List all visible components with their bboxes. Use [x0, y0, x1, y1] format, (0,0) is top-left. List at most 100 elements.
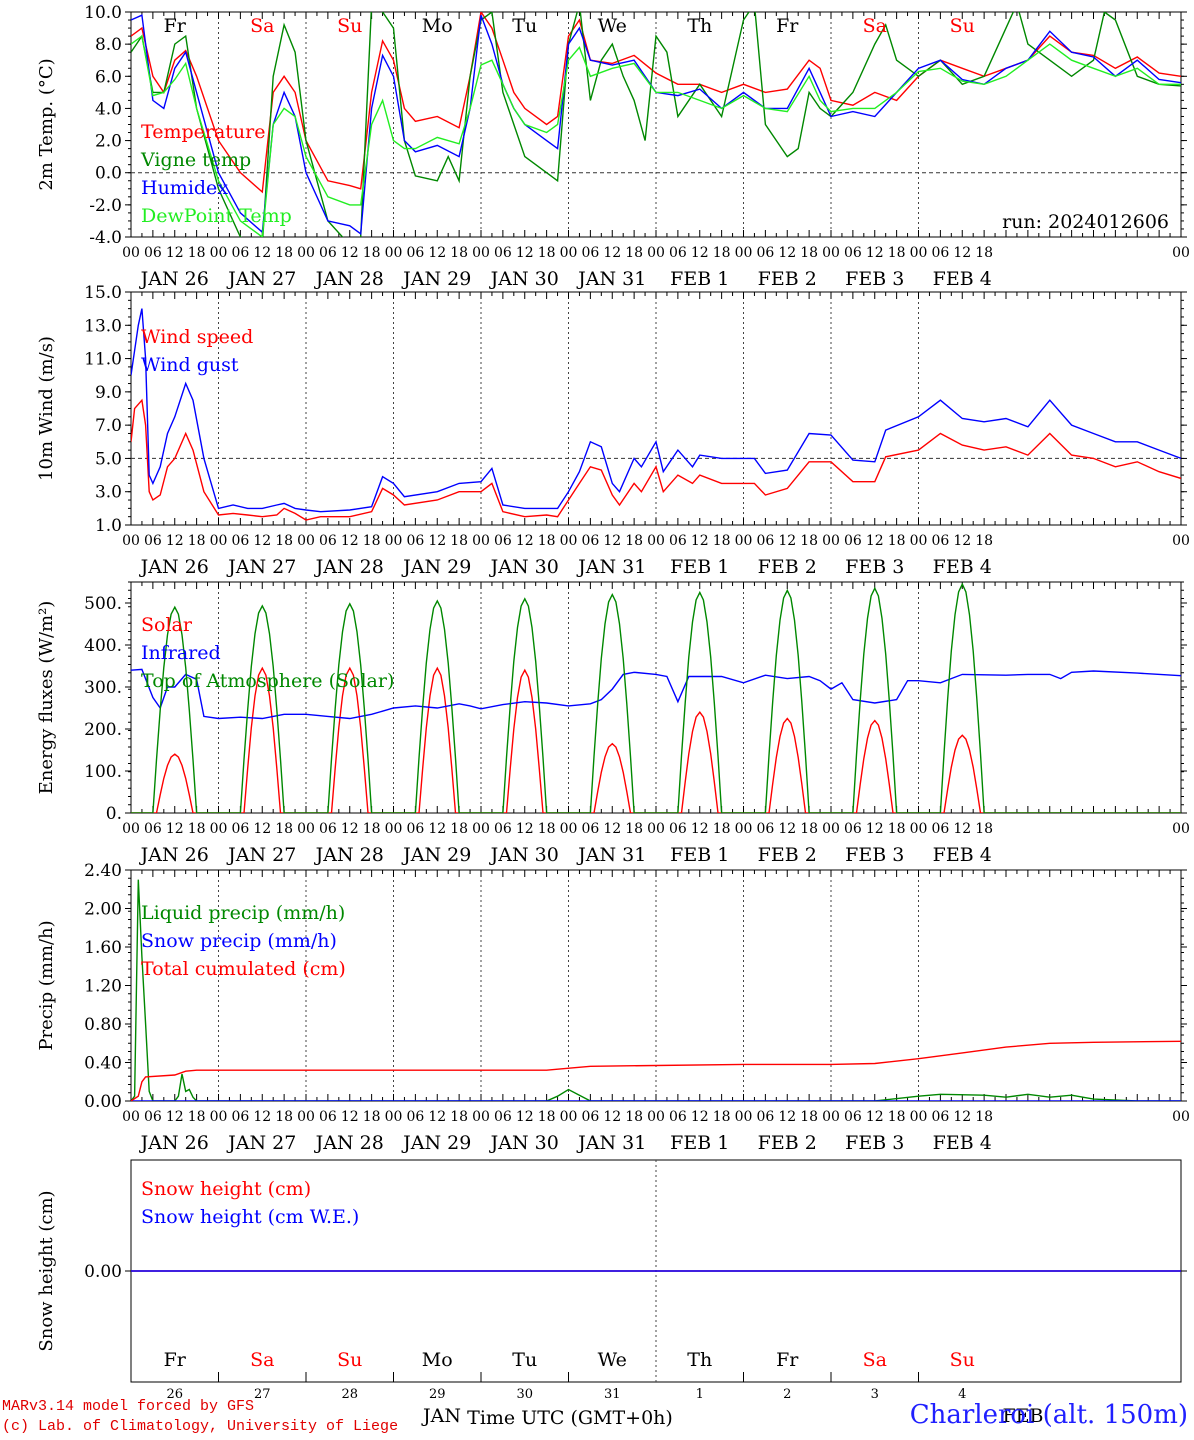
hour-tick-label: 12 [516, 1109, 534, 1125]
day-name-bottom: Th [687, 1349, 712, 1371]
y-tick-label: -4.0 [89, 228, 122, 248]
day-number: 27 [254, 1387, 271, 1402]
hour-tick-label: 06 [144, 245, 162, 261]
hour-tick-label: 12 [166, 821, 184, 837]
hour-tick-label: 12 [166, 245, 184, 261]
legend-entry: Total cumulated (cm) [141, 958, 346, 980]
date-label: FEB 3 [845, 268, 904, 290]
hour-tick-label: 12 [953, 1109, 971, 1125]
y-tick-label: 2.0 [95, 132, 122, 152]
hour-tick-label: 18 [888, 1109, 906, 1125]
hour-tick-label: 06 [319, 245, 337, 261]
hour-tick-label: 18 [625, 821, 643, 837]
hour-tick-label: 18 [888, 533, 906, 549]
hour-tick-label: 18 [800, 533, 818, 549]
y-axis-label: Energy fluxes (W/m²) [36, 601, 57, 795]
hour-tick-label: 12 [603, 1109, 621, 1125]
panel-4 [125, 869, 1187, 1102]
hour-tick-label: 12 [341, 245, 359, 261]
hour-tick-label: 06 [144, 1109, 162, 1125]
date-label: FEB 2 [758, 844, 817, 866]
hour-tick-label: 12 [516, 821, 534, 837]
y-tick-label: 200. [84, 720, 122, 740]
panel-1 [125, 11, 1187, 238]
hour-tick-label: 12 [253, 245, 271, 261]
legend-entry: Humidex [141, 177, 228, 199]
hour-tick-label: 06 [406, 821, 424, 837]
hour-tick-label: 12 [166, 1109, 184, 1125]
hour-tick-label: 12 [516, 533, 534, 549]
hour-tick-label: 00 [822, 245, 840, 261]
hour-tick-label: 18 [538, 245, 556, 261]
date-label: JAN 30 [489, 1132, 559, 1154]
date-label: FEB 3 [845, 556, 904, 578]
day-name: Sa [863, 15, 887, 37]
day-number: 2 [783, 1387, 791, 1402]
y-tick-label: -2.0 [89, 196, 122, 216]
hour-tick-label: 12 [428, 1109, 446, 1125]
y-tick-label: 2.40 [84, 861, 122, 881]
y-tick-label: 10.0 [84, 3, 122, 23]
day-name: Th [687, 15, 712, 37]
day-name-bottom: Sa [250, 1349, 274, 1371]
date-label: FEB 4 [933, 1132, 992, 1154]
hour-tick-label: 06 [494, 245, 512, 261]
day-name: Fr [776, 15, 799, 37]
day-name-bottom: Fr [776, 1349, 799, 1371]
y-tick-label: 1.20 [84, 977, 122, 997]
date-label: JAN 26 [139, 844, 209, 866]
y-axis-label: Precip (mm/h) [36, 920, 57, 1050]
day-name: Su [337, 15, 362, 37]
hour-tick-label: 18 [800, 821, 818, 837]
hour-tick-label: 00 [210, 533, 228, 549]
hour-tick-label: 06 [581, 821, 599, 837]
hour-tick-label: 18 [275, 533, 293, 549]
hour-tick-label: 00 [735, 245, 753, 261]
hour-tick-label: 18 [450, 1109, 468, 1125]
hour-tick-label: 06 [144, 533, 162, 549]
hour-tick-label: 06 [319, 821, 337, 837]
date-label: JAN 31 [576, 556, 646, 578]
date-label: JAN 29 [401, 1132, 471, 1154]
y-tick-label: 2.00 [84, 900, 122, 920]
hour-tick-label: 06 [231, 245, 249, 261]
date-label: FEB 4 [933, 268, 992, 290]
day-name: Su [950, 15, 975, 37]
model-credit: MARv3.14 model forced by GFS [2, 1398, 255, 1415]
hour-tick-label: 00 [910, 1109, 928, 1125]
hour-tick-label: 18 [275, 821, 293, 837]
hour-tick-label: 06 [319, 1109, 337, 1125]
y-axis-label: 10m Wind (m/s) [36, 336, 57, 481]
hour-tick-label: 00 [210, 821, 228, 837]
hour-tick-label: 00 [472, 1109, 490, 1125]
hour-tick-label: 06 [756, 821, 774, 837]
run-annotation: run: 2024012606 [1002, 211, 1169, 233]
hour-tick-label: 18 [625, 533, 643, 549]
hour-tick-label: 06 [931, 245, 949, 261]
panel-2 [125, 291, 1187, 526]
hour-tick-label: 18 [450, 533, 468, 549]
day-number: 1 [696, 1387, 704, 1402]
hour-tick-label: 12 [691, 245, 709, 261]
hour-tick-label: 00 [385, 533, 403, 549]
hour-tick-label: 00 [735, 533, 753, 549]
hour-tick-label: 18 [713, 533, 731, 549]
hour-tick-label: 00 [560, 533, 578, 549]
hour-tick-label: 00 [822, 1109, 840, 1125]
x-axis-label: Time UTC (GMT+0h) [467, 1407, 673, 1429]
legend-entry: Vigne temp [140, 149, 251, 171]
hour-tick-label: 12 [778, 821, 796, 837]
y-axis-label: Snow height (cm) [36, 1190, 57, 1351]
date-label: JAN 28 [314, 268, 384, 290]
legend-entry: Liquid precip (mm/h) [141, 902, 345, 924]
hour-tick-label: 00 [647, 821, 665, 837]
hour-tick-label: 06 [756, 1109, 774, 1125]
series-line [131, 879, 1181, 1101]
hour-tick-label: 18 [800, 245, 818, 261]
date-label: FEB 2 [758, 556, 817, 578]
lab-credit: (c) Lab. of Climatology, University of L… [2, 1418, 399, 1435]
hour-tick-label: 06 [231, 1109, 249, 1125]
date-label: FEB 1 [670, 556, 729, 578]
hour-tick-label: 12 [603, 245, 621, 261]
